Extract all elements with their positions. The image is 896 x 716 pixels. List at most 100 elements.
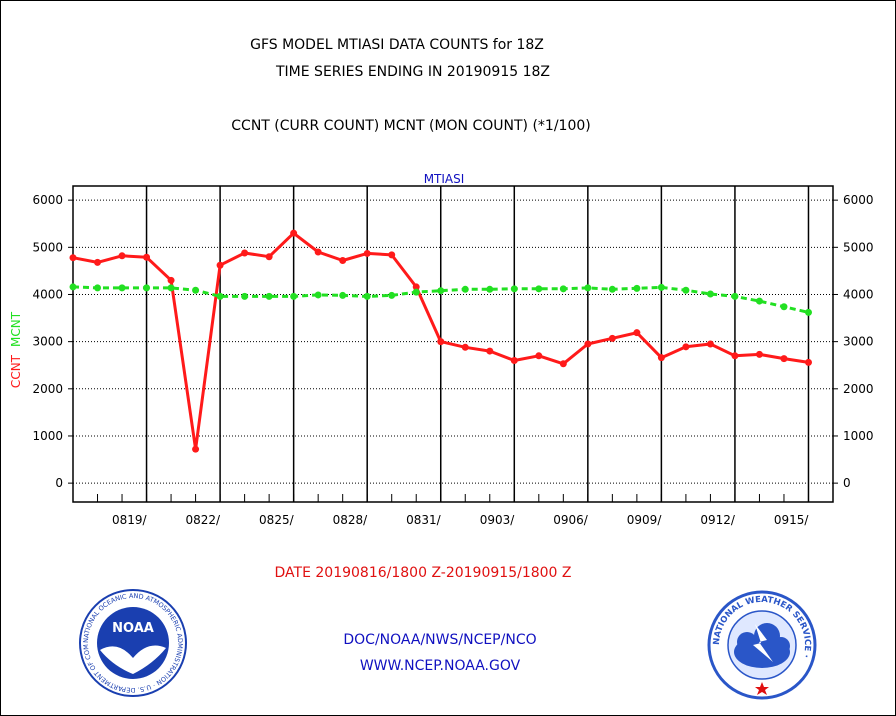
x-tick-label: 0819/	[112, 513, 148, 527]
noaa-logo-icon: NATIONAL OCEANIC AND ATMOSPHERIC ADMINIS…	[78, 588, 187, 697]
data-point-ccnt	[682, 343, 690, 351]
date-range-label: DATE 20190816/1800 Z-20190915/1800 Z	[274, 565, 572, 581]
svg-text:NOAA: NOAA	[112, 621, 154, 636]
data-point-ccnt	[559, 360, 567, 368]
data-point-mcnt	[192, 286, 200, 294]
data-point-mcnt	[388, 291, 396, 299]
data-point-ccnt	[412, 283, 420, 291]
x-tick-label: 0831/	[406, 513, 442, 527]
grid-layer	[73, 186, 833, 502]
data-point-mcnt	[731, 292, 739, 300]
data-point-mcnt	[265, 292, 273, 300]
nws-logo-icon: NATIONAL WEATHER SERVICE ·	[707, 590, 817, 700]
data-point-ccnt	[510, 357, 518, 365]
x-tick-label: 0828/	[333, 513, 369, 527]
data-point-mcnt	[461, 285, 469, 293]
data-point-ccnt	[192, 445, 200, 453]
axis-layer: 0 0 1000 1000 2000 2000 3000 3000 4000 4000 5000 50…	[32, 185, 874, 527]
x-tick-label: 0912/	[700, 513, 736, 527]
y-tick-label-right: 4000	[843, 287, 874, 301]
data-point-ccnt	[167, 276, 175, 284]
data-point-mcnt	[363, 292, 371, 300]
y-tick-label-right: 0	[843, 476, 851, 490]
data-point-mcnt	[118, 284, 126, 292]
data-point-ccnt	[118, 252, 126, 260]
chart-subtitle: CCNT (CURR COUNT) MCNT (MON COUNT) (*1/1…	[231, 118, 591, 134]
data-point-mcnt	[290, 292, 298, 300]
data-point-ccnt	[461, 343, 469, 351]
x-tick-label: 0906/	[553, 513, 589, 527]
data-point-ccnt	[731, 352, 739, 360]
data-point-ccnt	[363, 249, 371, 257]
y-tick-label-left: 1000	[32, 429, 63, 443]
x-tick-label: 0822/	[186, 513, 222, 527]
data-point-ccnt	[388, 251, 396, 259]
y-tick-label-right: 5000	[843, 240, 874, 254]
data-point-ccnt	[94, 258, 102, 266]
data-point-ccnt	[535, 352, 543, 360]
y-tick-label-left: 2000	[32, 382, 63, 396]
data-point-mcnt	[339, 291, 347, 299]
url-line: WWW.NCEP.NOAA.GOV	[359, 658, 521, 674]
y-tick-label-left: 0	[55, 476, 63, 490]
plot-border	[72, 185, 834, 503]
data-point-mcnt	[94, 284, 102, 292]
data-point-ccnt	[339, 257, 347, 265]
data-point-mcnt	[69, 283, 77, 291]
data-point-ccnt	[143, 253, 151, 261]
series-layer	[69, 229, 812, 453]
data-point-ccnt	[706, 340, 714, 348]
data-point-ccnt	[314, 248, 322, 256]
data-point-mcnt	[412, 288, 420, 296]
data-point-mcnt	[804, 308, 812, 316]
data-point-mcnt	[535, 285, 543, 293]
data-point-ccnt	[657, 354, 665, 362]
data-point-mcnt	[755, 297, 763, 305]
y-tick-label-right: 1000	[843, 429, 874, 443]
data-point-ccnt	[780, 355, 788, 363]
data-point-ccnt	[241, 249, 249, 257]
chart-title-line2: TIME SERIES ENDING IN 20190915 18Z	[276, 64, 550, 80]
y-tick-label-left: 5000	[32, 240, 63, 254]
y-tick-label-left: 4000	[32, 287, 63, 301]
data-point-ccnt	[486, 347, 494, 355]
data-point-mcnt	[216, 292, 224, 300]
data-point-ccnt	[608, 334, 616, 342]
data-point-mcnt	[167, 284, 175, 292]
data-point-mcnt	[633, 284, 641, 292]
data-point-mcnt	[780, 303, 788, 311]
y-tick-label-right: 6000	[843, 193, 874, 207]
data-point-ccnt	[290, 229, 298, 237]
y-tick-label-right: 2000	[843, 382, 874, 396]
y-axis-label-ccnt: CCNTMCNT	[9, 311, 23, 388]
x-tick-label: 0909/	[627, 513, 663, 527]
org-line: DOC/NOAA/NWS/NCEP/NCO	[343, 632, 537, 648]
data-point-mcnt	[510, 285, 518, 293]
data-point-mcnt	[559, 285, 567, 293]
data-point-ccnt	[804, 358, 812, 366]
data-point-ccnt	[755, 350, 763, 358]
data-point-ccnt	[265, 253, 273, 261]
x-tick-label: 0915/	[774, 513, 810, 527]
data-point-ccnt	[69, 254, 77, 262]
data-point-mcnt	[143, 284, 151, 292]
x-tick-label: 0903/	[480, 513, 516, 527]
y-tick-label-left: 6000	[32, 193, 63, 207]
data-point-mcnt	[486, 285, 494, 293]
data-point-mcnt	[657, 283, 665, 291]
data-point-mcnt	[437, 287, 445, 295]
plot-title: MTIASI	[423, 172, 465, 186]
data-point-ccnt	[584, 340, 592, 348]
data-point-mcnt	[706, 290, 714, 298]
data-point-mcnt	[314, 291, 322, 299]
x-tick-label: 0825/	[259, 513, 295, 527]
y-tick-label-left: 3000	[32, 335, 63, 349]
data-point-mcnt	[608, 285, 616, 293]
data-point-ccnt	[633, 329, 641, 337]
data-point-mcnt	[584, 284, 592, 292]
data-point-mcnt	[682, 286, 690, 294]
data-point-mcnt	[241, 292, 249, 300]
chart-title-line1: GFS MODEL MTIASI DATA COUNTS for 18Z	[250, 37, 544, 53]
data-point-ccnt	[437, 338, 445, 346]
